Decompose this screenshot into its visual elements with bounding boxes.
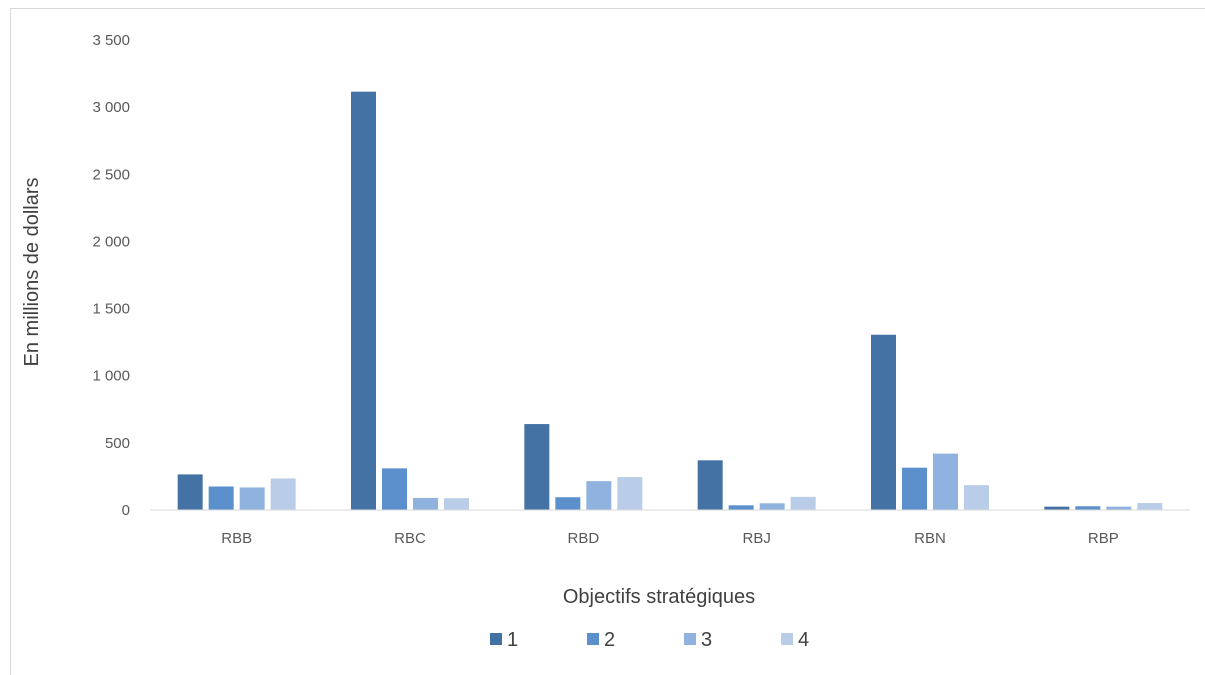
bar-rbn-series-4 [964, 485, 989, 510]
y-tick-label: 500 [105, 435, 130, 452]
bars [177, 91, 1163, 510]
x-axis-categories: RBB RBC RBD RBJ RBN RBP [221, 530, 1119, 547]
x-tick-label-rbb: RBB [221, 530, 252, 547]
x-axis-title: Objectifs stratégiques [563, 586, 755, 608]
bar-rbd-series-2 [555, 497, 581, 510]
bar-rbn-series-2 [902, 467, 927, 510]
x-tick-label-rbc: RBC [394, 530, 426, 547]
bar-rbp-series-1 [1044, 506, 1070, 510]
bar-rbc-series-2 [382, 468, 407, 510]
y-axis-ticks: 0 500 1 000 1 500 2 000 2 500 3 000 3 500 [92, 32, 130, 519]
legend-swatch-1 [490, 633, 502, 645]
legend-label-2: 2 [604, 629, 615, 651]
bar-rbn-series-1 [871, 334, 896, 510]
bar-rbb-series-3 [239, 487, 265, 510]
legend: 1 2 3 4 [490, 629, 809, 651]
chart-frame [10, 8, 1205, 675]
bar-rbc-series-4 [444, 498, 469, 510]
legend-label-4: 4 [798, 629, 809, 651]
y-tick-label: 1 500 [92, 301, 130, 318]
bar-rbc-series-3 [413, 497, 438, 510]
bar-rbj-series-2 [728, 505, 754, 510]
legend-swatch-4 [781, 633, 793, 645]
y-tick-label: 3 000 [92, 99, 130, 116]
x-tick-label-rbn: RBN [914, 530, 946, 547]
y-axis-title: En millions de dollars [21, 178, 43, 367]
bar-rbd-series-1 [524, 424, 550, 510]
y-tick-label: 0 [122, 502, 130, 519]
x-tick-label-rbp: RBP [1088, 530, 1119, 547]
bar-rbd-series-3 [586, 481, 612, 510]
bar-rbb-series-2 [208, 486, 234, 510]
bar-rbj-series-3 [759, 503, 785, 510]
bar-rbp-series-3 [1106, 506, 1132, 510]
y-tick-label: 2 500 [92, 166, 130, 183]
bar-rbp-series-4 [1137, 503, 1163, 510]
bar-rbc-series-1 [351, 91, 376, 510]
y-tick-label: 2 000 [92, 233, 130, 250]
bar-rbj-series-1 [697, 460, 723, 510]
bar-rbd-series-4 [617, 477, 643, 510]
bar-rbj-series-4 [790, 496, 816, 510]
legend-label-1: 1 [507, 629, 518, 651]
bar-rbb-series-4 [270, 478, 296, 510]
bar-rbn-series-3 [933, 453, 958, 510]
bar-rbb-series-1 [177, 474, 203, 510]
legend-swatch-3 [684, 633, 696, 645]
bar-rbp-series-2 [1075, 506, 1101, 510]
x-tick-label-rbj: RBJ [742, 530, 770, 547]
y-tick-label: 1 000 [92, 368, 130, 385]
y-tick-label: 3 500 [92, 32, 130, 49]
legend-swatch-2 [587, 633, 599, 645]
legend-label-3: 3 [701, 629, 712, 651]
x-tick-label-rbd: RBD [567, 530, 599, 547]
